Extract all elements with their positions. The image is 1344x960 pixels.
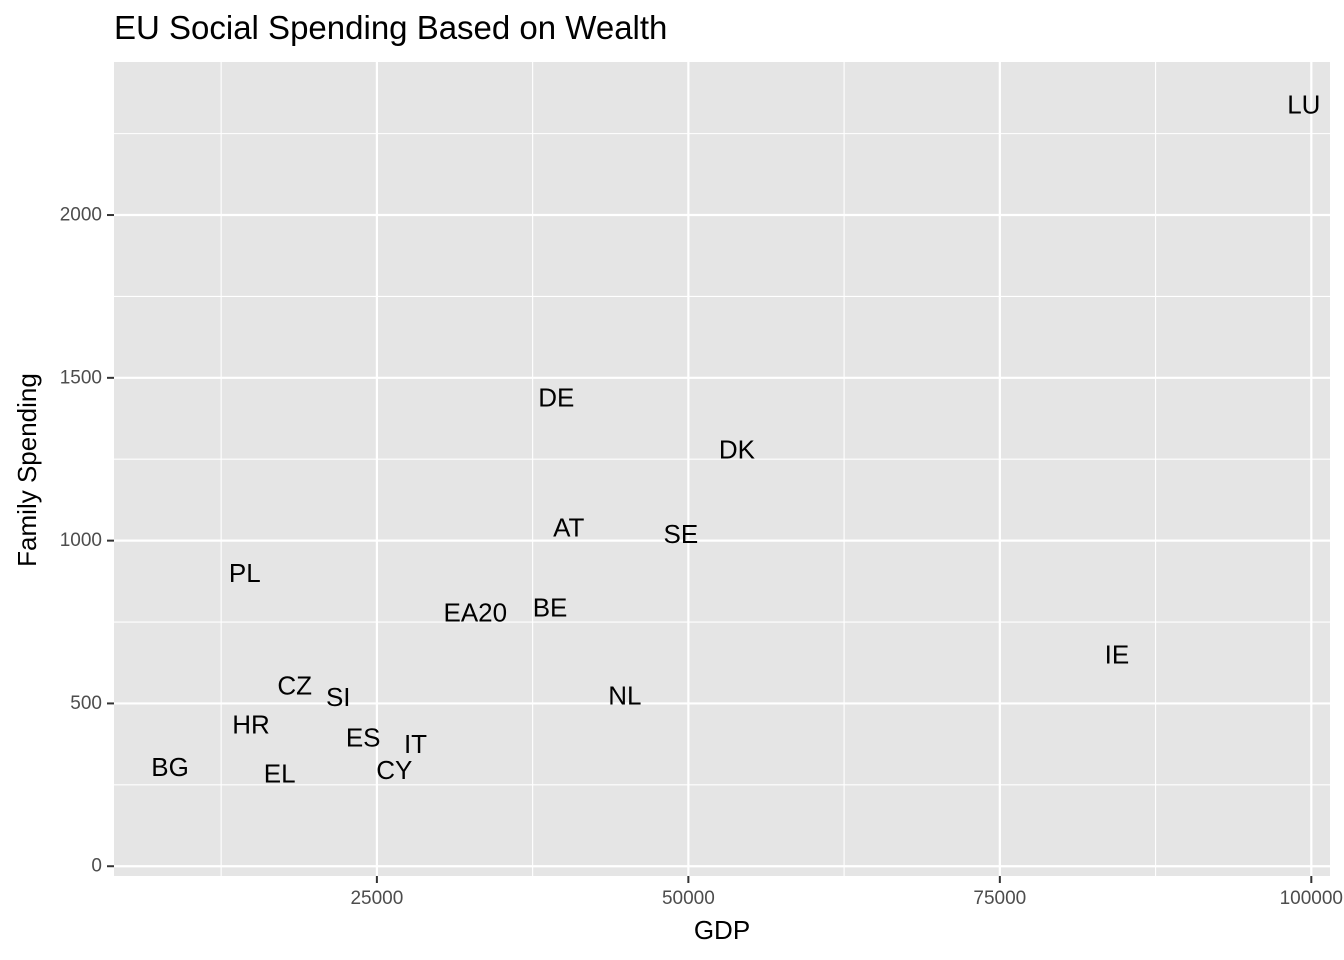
point-label-at: AT	[553, 513, 584, 543]
y-tick-label: 0	[91, 856, 102, 877]
y-tick-label: 1500	[60, 367, 102, 388]
minor-gridlines	[114, 62, 1330, 876]
point-label-be: BE	[533, 592, 568, 622]
data-point-labels: LU DE DK AT SE PL BE EA20 IE CZ SI NL HR ES IT BG EL CY	[151, 89, 1320, 788]
point-label-bg: BG	[151, 752, 189, 782]
point-label-it: IT	[404, 729, 427, 759]
point-label-ea20: EA20	[444, 597, 508, 627]
chart-title: EU Social Spending Based on Wealth	[114, 9, 667, 46]
point-label-ie: IE	[1105, 640, 1130, 670]
point-label-nl: NL	[608, 680, 641, 710]
y-tick-label: 2000	[60, 205, 102, 226]
x-tick-label: 100000	[1280, 888, 1343, 909]
point-label-de: DE	[538, 382, 574, 412]
x-tick-label: 25000	[350, 888, 403, 909]
y-axis-title: Family Spending	[12, 373, 42, 567]
point-label-si: SI	[326, 682, 351, 712]
point-label-pl: PL	[229, 558, 261, 588]
x-axis: 25000 50000 75000 100000	[350, 876, 1343, 909]
x-axis-title: GDP	[694, 915, 750, 945]
point-label-dk: DK	[719, 434, 756, 464]
point-label-es: ES	[346, 723, 381, 753]
point-label-lu: LU	[1287, 89, 1320, 119]
point-label-el: EL	[264, 758, 296, 788]
y-tick-label: 500	[70, 693, 102, 714]
major-gridlines	[114, 62, 1330, 876]
y-axis: 0 500 1000 1500 2000	[60, 205, 114, 877]
point-label-hr: HR	[232, 710, 270, 740]
plot-panel	[114, 62, 1330, 876]
point-label-cy: CY	[376, 755, 412, 785]
point-label-cz: CZ	[277, 671, 312, 701]
x-tick-label: 75000	[973, 888, 1026, 909]
x-tick-label: 50000	[662, 888, 715, 909]
point-label-se: SE	[664, 519, 699, 549]
y-tick-label: 1000	[60, 530, 102, 551]
